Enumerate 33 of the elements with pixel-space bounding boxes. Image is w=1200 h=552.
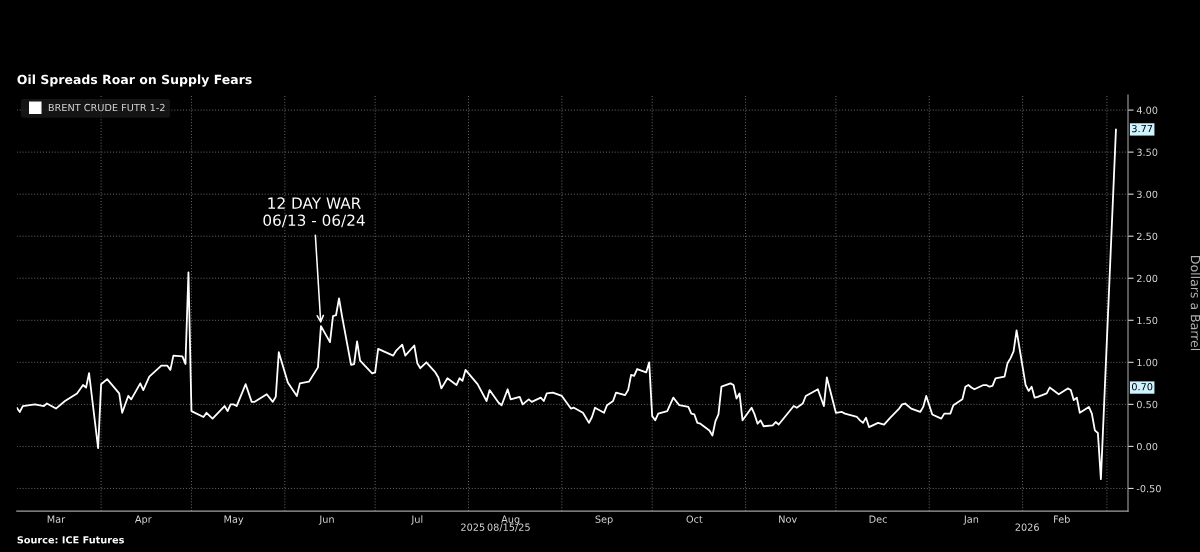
x-tick-label: Mar (47, 515, 66, 523)
line-series (16, 128, 1117, 481)
y-tick-label: 4.00 (1136, 106, 1158, 114)
x-tick-label: Jan (963, 515, 979, 525)
x-tick-label: Aug (501, 515, 520, 525)
y-axis-title: Dollars a Barrel (1190, 256, 1200, 351)
annotation: 0.70 (1131, 383, 1153, 391)
y-tick-label: 0.50 (1136, 400, 1158, 409)
x-tick-label: Apr (134, 515, 152, 525)
annotation: 3.77 (1132, 124, 1153, 133)
x-tick-label: May (224, 515, 244, 525)
x-tick-label: Feb (1054, 515, 1070, 523)
x-tick-label: Oct (686, 515, 703, 523)
source-note: Source: ICE Futures (17, 536, 124, 544)
annotation: 12 DAY WAR 06/13 - 06/24 (263, 197, 365, 228)
x-tick-label: Sep (595, 515, 613, 525)
x-tick-label: Jul (410, 515, 423, 525)
text: 2025 (461, 523, 485, 531)
chart-title: Oil Spreads Roar on Supply Fears (17, 74, 252, 87)
x-tick-label: Jun (318, 515, 334, 525)
x-tick-label: Nov (779, 515, 797, 523)
y-tick-label: 3.50 (1137, 148, 1158, 156)
y-tick-label: 1.50 (1137, 316, 1158, 325)
y-tick-label: 2.00 (1137, 274, 1158, 283)
y-tick-label: 3.00 (1137, 190, 1158, 198)
y-tick-label: 0.00 (1136, 442, 1158, 451)
y-tick-label: 2.50 (1137, 232, 1158, 241)
legend-label: BRENT CRUDE FUTR 1-2 (48, 103, 165, 112)
y-tick-label: 1.00 (1137, 358, 1158, 367)
y-tick-label: -0.50 (1136, 484, 1161, 493)
x-tick-label: Dec (869, 515, 887, 523)
text: 08/15/25 (487, 523, 530, 532)
text: 2026 (1015, 523, 1039, 531)
